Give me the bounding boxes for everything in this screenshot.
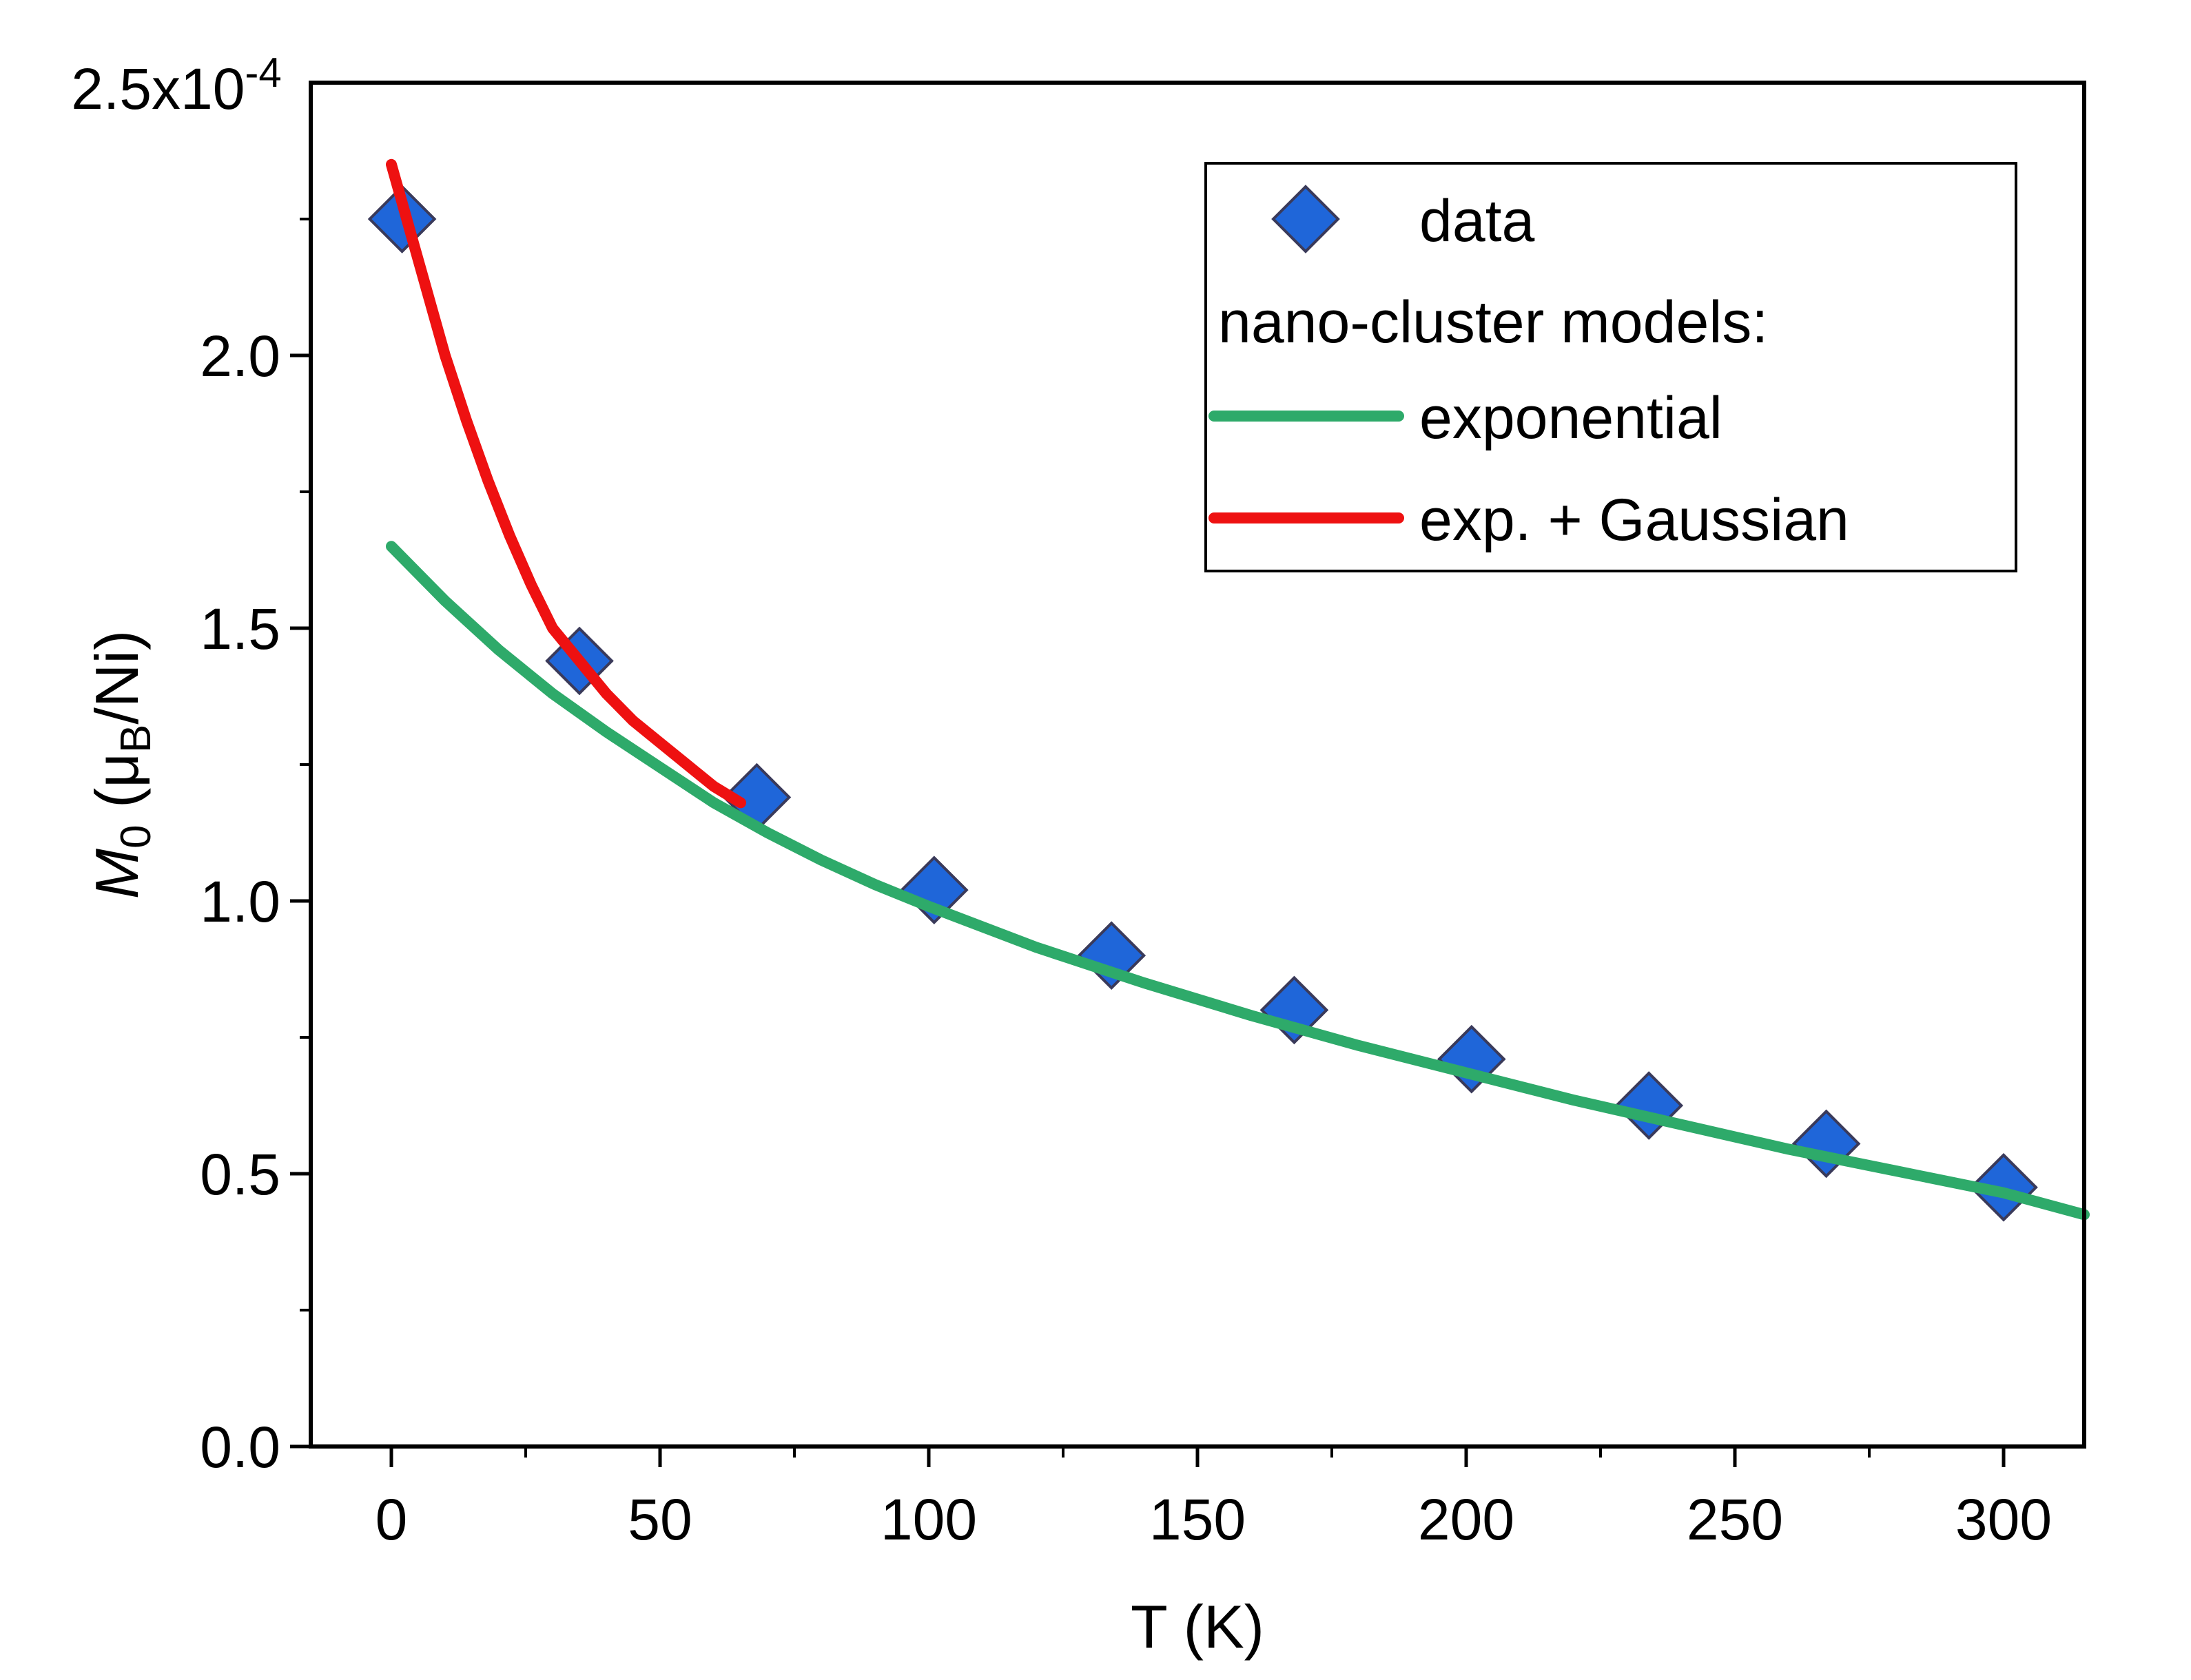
x-tick-label: 50 <box>628 1487 692 1552</box>
y-axis-title-symbol: M <box>83 848 151 899</box>
x-tick-label: 0 <box>376 1487 408 1552</box>
y-tick-label: 1.0 <box>200 869 280 934</box>
legend-label-data: data <box>1419 188 1535 254</box>
legend-header: nano-cluster models: <box>1218 289 1768 355</box>
y-axis-title-unit-open: (μ <box>83 753 151 825</box>
y-axis-title-subscript: 0 <box>112 825 160 848</box>
x-tick-label: 100 <box>881 1487 977 1552</box>
y-tick-label: 0.5 <box>200 1142 280 1207</box>
x-tick-label: 300 <box>1955 1487 2052 1552</box>
y-tick-label: 2.0 <box>200 324 280 388</box>
series-layer <box>367 158 2090 1222</box>
exp-gaussian-fit-line <box>386 158 746 809</box>
y-axis-scale-base: 2.5x10 <box>71 56 245 121</box>
legend-marker-data <box>1271 185 1340 253</box>
legend: data nano-cluster models: exponential ex… <box>1204 162 2017 572</box>
y-axis-scale-label: 2.5x10-4 <box>71 50 282 121</box>
y-axis-scale-exponent: -4 <box>245 50 281 96</box>
y-axis-title-unit-subscript: B <box>112 725 160 753</box>
exponential-fit-line <box>386 541 2090 1221</box>
legend-box <box>1204 162 2017 572</box>
y-tick-label: 0.0 <box>200 1415 280 1480</box>
x-tick-label: 200 <box>1418 1487 1514 1552</box>
y-axis-title: M0 (μB/Ni) <box>83 630 160 899</box>
axes-layer: 0 50 100 150 200 250 300 0.0 0.5 1.0 1.5 2.0 <box>200 218 2052 1552</box>
legend-label-exponential: exponential <box>1419 385 1722 451</box>
x-tick-label: 150 <box>1149 1487 1246 1552</box>
x-tick-label: 250 <box>1687 1487 1783 1552</box>
y-axis-title-unit-close: /Ni) <box>83 630 151 725</box>
y-tick-label: 1.5 <box>200 597 280 661</box>
legend-label-exp-gaussian: exp. + Gaussian <box>1419 487 1849 553</box>
x-axis-title: T (K) <box>1131 1593 1264 1661</box>
